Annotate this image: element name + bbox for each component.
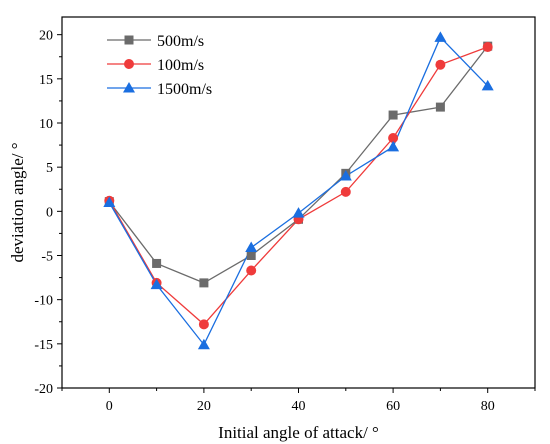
circle-marker (124, 59, 134, 69)
axes: 0 20 40 60 80 -20 -15 -10 -5 0 5 10 15 20 Initial angl… (8, 16, 536, 442)
y-tick-label: 20 (39, 29, 53, 44)
circle-marker (482, 42, 493, 53)
plot-frame (61, 16, 536, 389)
y-axis-label: deviation angle/ ° (8, 142, 27, 262)
square-marker (152, 258, 162, 268)
y-tick-label: 10 (39, 117, 53, 132)
circle-marker (435, 59, 446, 70)
x-tick-label: 60 (386, 399, 400, 414)
triangle-marker (123, 82, 135, 93)
triangle-marker (197, 338, 210, 350)
triangle-marker (150, 278, 163, 290)
y-tick-label: 5 (46, 161, 53, 176)
x-tick-label: 20 (197, 399, 211, 414)
y-tick-label: 0 (46, 205, 53, 220)
square-marker (388, 110, 398, 120)
legend: 500m/s 100m/s 1500m/s (107, 33, 212, 98)
y-tick-label: -20 (34, 382, 53, 397)
y-tick-label: 15 (39, 73, 53, 88)
circle-marker (388, 133, 399, 144)
y-tick-label: -5 (41, 250, 53, 265)
x-tick-label: 40 (292, 399, 306, 414)
x-axis-label: Initial angle of attack/ ° (218, 423, 379, 442)
square-marker (435, 102, 445, 112)
triangle-marker (434, 31, 447, 42)
circle-marker (246, 265, 257, 276)
legend-label: 100m/s (157, 57, 204, 74)
square-marker (199, 278, 209, 288)
x-tick-label: 0 (106, 399, 113, 414)
square-marker (124, 35, 134, 45)
triangle-marker (292, 207, 305, 218)
square-marker (246, 251, 256, 260)
plot-area (103, 31, 494, 350)
x-tick-label: 80 (481, 399, 495, 414)
circle-marker (198, 319, 209, 330)
triangle-marker (245, 241, 258, 253)
triangle-marker (339, 170, 352, 181)
y-tick-label: -15 (34, 338, 53, 353)
y-tick-label: -10 (34, 294, 53, 309)
legend-label: 1500m/s (157, 81, 212, 98)
triangle-marker (103, 196, 116, 207)
legend-label: 500m/s (157, 33, 204, 50)
circle-marker (340, 186, 351, 197)
triangle-marker (387, 140, 400, 152)
triangle-marker (481, 79, 494, 91)
